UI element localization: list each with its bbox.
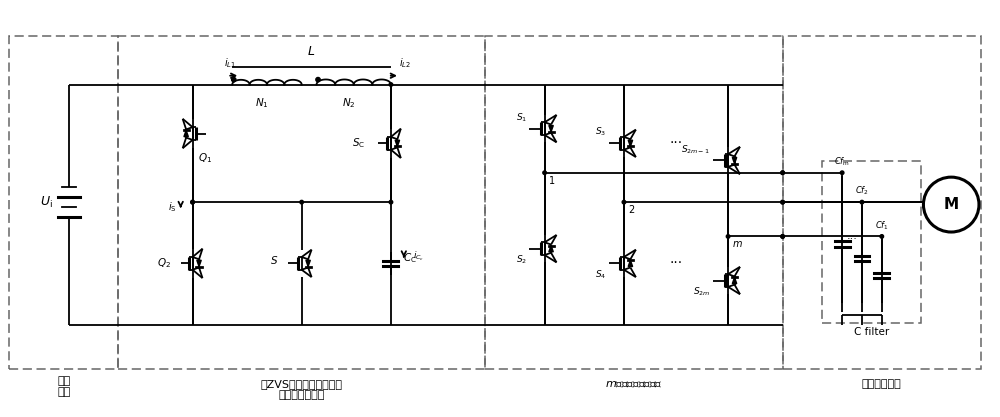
Polygon shape xyxy=(732,157,737,163)
Text: $i_{\mathrm{S}}$: $i_{\mathrm{S}}$ xyxy=(168,200,177,214)
Text: $S_3$: $S_3$ xyxy=(595,126,606,138)
Text: 1: 1 xyxy=(549,176,555,186)
Polygon shape xyxy=(395,140,400,146)
Circle shape xyxy=(781,171,784,174)
Polygon shape xyxy=(549,126,553,132)
Circle shape xyxy=(781,200,784,204)
Circle shape xyxy=(316,78,320,82)
Text: $i_{C_c}$: $i_{C_c}$ xyxy=(413,250,424,263)
Text: 2: 2 xyxy=(628,205,634,215)
Text: M: M xyxy=(944,197,959,212)
Text: $S_4$: $S_4$ xyxy=(595,268,606,281)
Text: $S_1$: $S_1$ xyxy=(516,111,527,124)
Text: $N_2$: $N_2$ xyxy=(342,96,356,110)
Text: ···: ··· xyxy=(669,256,683,270)
Text: $m$: $m$ xyxy=(732,239,743,249)
Text: $m$相电流型逆变电路: $m$相电流型逆变电路 xyxy=(605,379,663,389)
Text: $i_{L1}$: $i_{L1}$ xyxy=(224,56,236,70)
Text: $S_{2m}$: $S_{2m}$ xyxy=(693,285,710,298)
Polygon shape xyxy=(549,246,553,252)
Circle shape xyxy=(781,171,784,174)
Polygon shape xyxy=(732,277,737,284)
Text: $Q_1$: $Q_1$ xyxy=(198,151,212,165)
Text: 输入
电源: 输入 电源 xyxy=(57,376,70,397)
Polygon shape xyxy=(628,140,633,146)
Text: $Cf_2$: $Cf_2$ xyxy=(855,185,869,197)
Circle shape xyxy=(726,235,730,238)
Polygon shape xyxy=(306,260,310,266)
Circle shape xyxy=(860,200,864,204)
Text: 输出滤波电路: 输出滤波电路 xyxy=(862,379,902,389)
Text: $C_{\mathrm{C}}$: $C_{\mathrm{C}}$ xyxy=(403,251,417,265)
Circle shape xyxy=(389,83,393,86)
Polygon shape xyxy=(197,260,201,266)
Text: $i_{L2}$: $i_{L2}$ xyxy=(399,56,411,70)
Text: $Q_2$: $Q_2$ xyxy=(157,256,171,270)
Text: $S_{\mathrm{C}}$: $S_{\mathrm{C}}$ xyxy=(352,136,366,150)
Polygon shape xyxy=(184,131,188,137)
Text: $Cf_{\mathrm{m}}$: $Cf_{\mathrm{m}}$ xyxy=(834,155,850,168)
Circle shape xyxy=(840,171,844,174)
Polygon shape xyxy=(628,260,633,266)
Circle shape xyxy=(781,200,784,204)
Text: $Cf_1$: $Cf_1$ xyxy=(875,219,889,231)
Circle shape xyxy=(880,235,884,238)
Text: $L$: $L$ xyxy=(307,45,316,58)
Text: $S_{2m-1}$: $S_{2m-1}$ xyxy=(681,143,710,156)
Text: $S$: $S$ xyxy=(270,254,278,266)
Text: $S_2$: $S_2$ xyxy=(516,254,527,266)
Text: ···: ··· xyxy=(669,136,683,151)
Circle shape xyxy=(781,235,784,238)
Circle shape xyxy=(191,200,194,204)
Text: C filter: C filter xyxy=(854,327,890,337)
Circle shape xyxy=(191,200,194,204)
Circle shape xyxy=(232,78,236,82)
Circle shape xyxy=(543,171,546,174)
Circle shape xyxy=(300,200,303,204)
Circle shape xyxy=(622,200,626,204)
Text: $U_{\mathrm{i}}$: $U_{\mathrm{i}}$ xyxy=(40,195,53,210)
Text: ···: ··· xyxy=(847,234,857,244)
Circle shape xyxy=(781,235,784,238)
Text: $N_1$: $N_1$ xyxy=(255,96,269,110)
Text: 带ZVS有源算位的高增益
升降压斩波电路: 带ZVS有源算位的高增益 升降压斩波电路 xyxy=(261,379,343,400)
Circle shape xyxy=(389,200,393,204)
